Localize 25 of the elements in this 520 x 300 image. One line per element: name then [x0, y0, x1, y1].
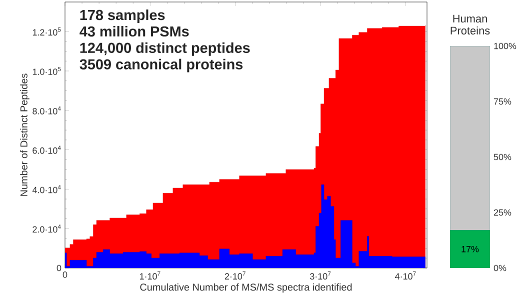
- y-tick-label: 50%: [494, 154, 512, 160]
- x-axis-title: Cumulative Number of MS/MS spectra identified: [140, 283, 352, 293]
- chart-title: Human Proteins: [450, 14, 490, 34]
- x-tick-label: 4·10$^{7}$: [395, 272, 416, 280]
- x-tick-label: 0: [62, 272, 68, 278]
- x-tick-label: 2·10$^{7}$: [224, 272, 246, 280]
- x-tick-label: 1·10$^{7}$: [140, 272, 160, 280]
- y-tick-label: 0: [56, 264, 62, 272]
- annotation: 3509 canonical proteins: [80, 58, 243, 72]
- y-tick-label: 25%: [494, 209, 512, 216]
- data-label: 17%: [462, 246, 479, 252]
- annotation: 124,000 distinct peptides: [80, 42, 250, 56]
- y-axis-title: Number of Distinct Peptides: [20, 74, 30, 196]
- annotation: 43 million PSMs: [80, 26, 189, 37]
- y-tick-label: 2.0·10$^{4}$: [32, 224, 61, 233]
- y-tick-label: 1.0·10$^{5}$: [32, 66, 61, 75]
- y-tick-label: 0%: [494, 264, 506, 272]
- y-tick-label: 8.0·10$^{4}$: [32, 106, 61, 114]
- y-tick-label: 75%: [494, 98, 512, 105]
- y-tick-label: 6.0·10$^{4}$: [32, 146, 61, 154]
- y-tick-label: 1.2·10$^{5}$: [32, 28, 61, 36]
- y-tick-label: 4.0·10$^{4}$: [32, 185, 61, 194]
- y-tick-label: 100%: [494, 42, 516, 50]
- annotation: 178 samples: [80, 10, 165, 23]
- x-tick-label: 3·10$^{7}$: [310, 272, 331, 280]
